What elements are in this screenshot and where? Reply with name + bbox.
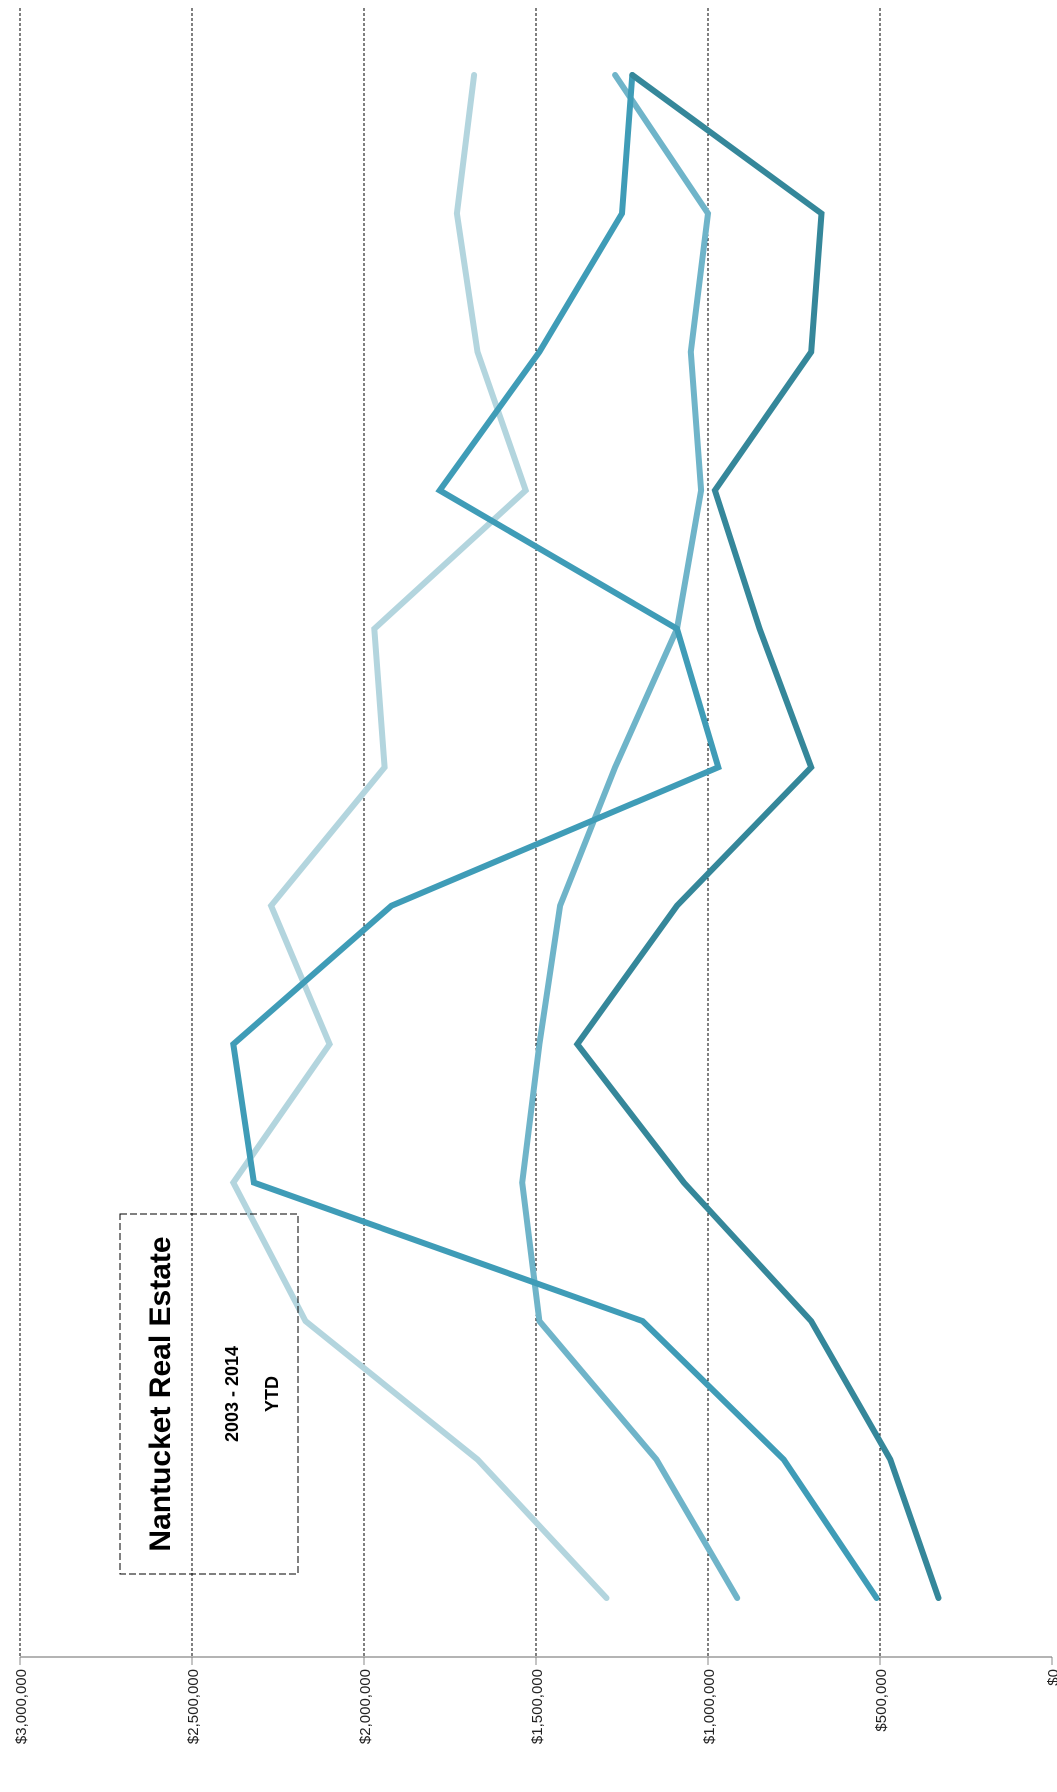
value-tick-label: $1,000,000 xyxy=(701,1669,718,1744)
chart-title: Nantucket Real Estate xyxy=(144,1236,177,1551)
title-frame xyxy=(119,1213,299,1575)
value-tick-label: $500,000 xyxy=(873,1669,890,1732)
chart-title-box: Nantucket Real Estate 2003 - 2014 YTD xyxy=(119,1213,299,1575)
series-line-3 xyxy=(230,72,880,1601)
value-axis xyxy=(19,1656,1053,1665)
series-lines xyxy=(229,72,942,1601)
chart-subtitle-ytd: YTD xyxy=(262,1376,282,1412)
series-line-2 xyxy=(519,72,741,1601)
value-tick-label: $2,000,000 xyxy=(357,1669,374,1744)
chart-subtitle-years: 2003 - 2014 xyxy=(222,1346,242,1442)
value-tick-label: $1,500,000 xyxy=(529,1669,546,1744)
value-axis-tick-labels: $0 $500,000 $1,000,000 $1,500,000 $2,000,000… xyxy=(13,1669,1057,1744)
value-tick-label: $3,000,000 xyxy=(13,1669,30,1744)
series-line-1 xyxy=(229,72,610,1601)
value-tick-label: $2,500,000 xyxy=(185,1669,202,1744)
value-tick-label: $0 xyxy=(1045,1669,1057,1686)
series-line-4 xyxy=(573,72,942,1601)
